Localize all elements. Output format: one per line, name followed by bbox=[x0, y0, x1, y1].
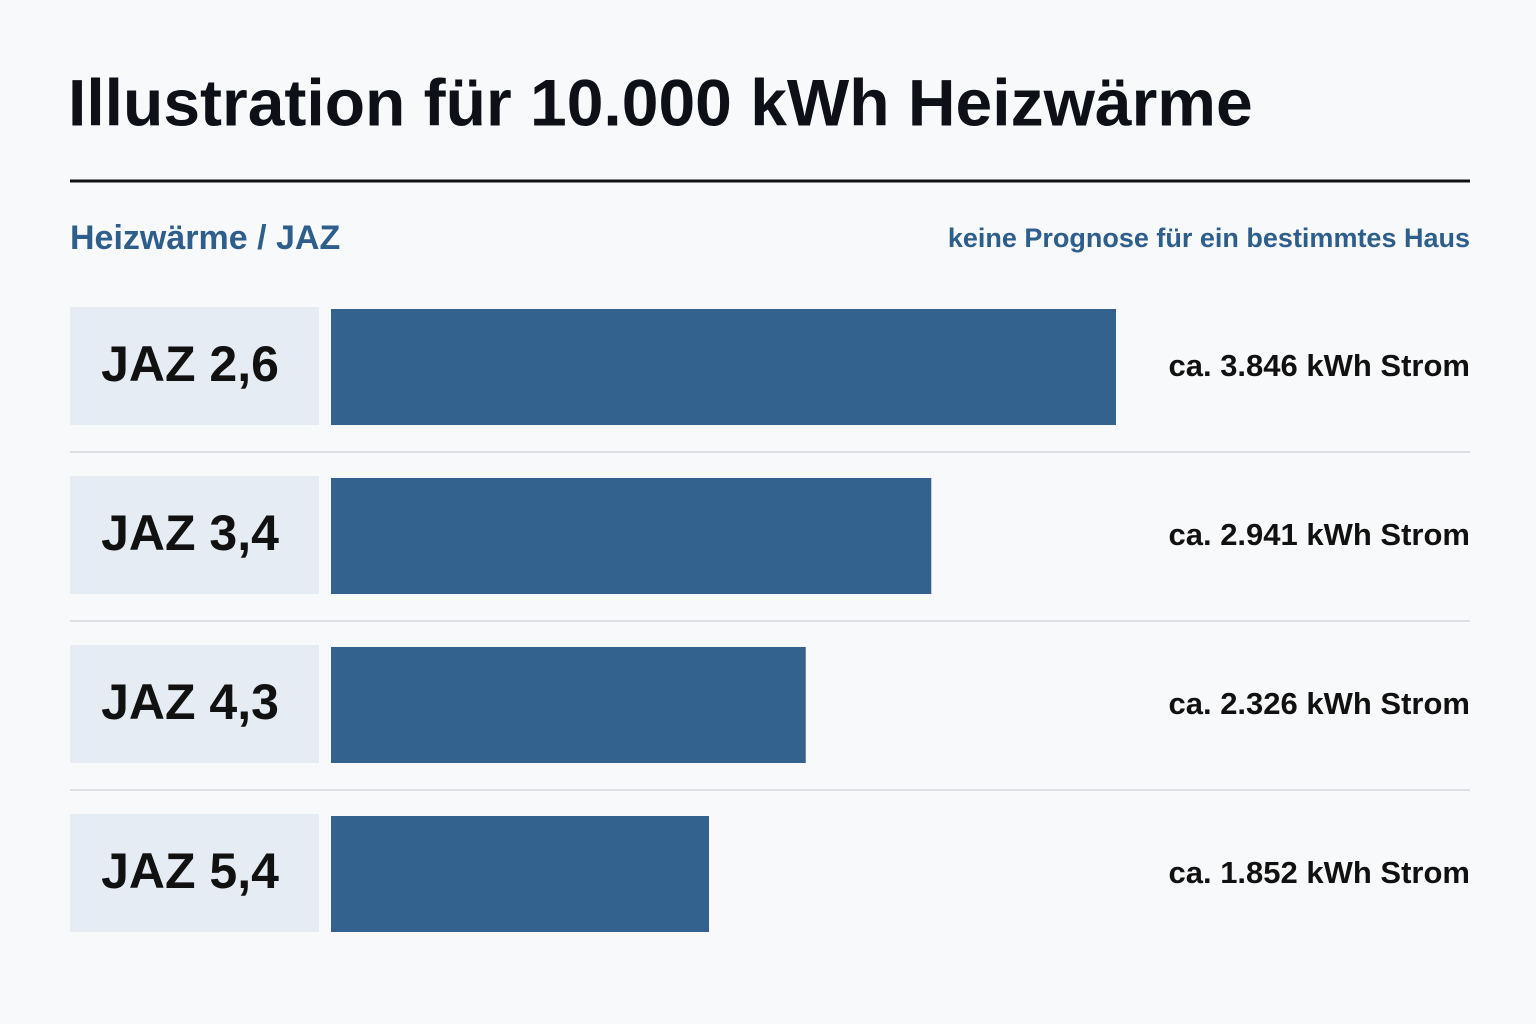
bar bbox=[331, 816, 710, 932]
category-box bbox=[70, 307, 319, 425]
chart-title: Illustration für 10.000 kWh Heizwärme bbox=[68, 65, 1253, 139]
value-label: ca. 2.326 kWh Strom bbox=[1168, 686, 1470, 721]
category-label: JAZ 2,6 bbox=[101, 336, 279, 392]
value-label: ca. 2.941 kWh Strom bbox=[1168, 517, 1470, 552]
category-box bbox=[70, 476, 319, 594]
bar bbox=[331, 478, 932, 594]
value-label: ca. 1.852 kWh Strom bbox=[1168, 855, 1470, 890]
bar bbox=[331, 647, 806, 763]
category-label: JAZ 4,3 bbox=[101, 674, 279, 730]
chart-subtitle: Heizwärme / JAZ bbox=[70, 219, 340, 257]
value-label: ca. 3.846 kWh Strom bbox=[1168, 348, 1470, 383]
category-label: JAZ 5,4 bbox=[101, 843, 279, 899]
bar bbox=[331, 309, 1116, 425]
category-box bbox=[70, 645, 319, 763]
category-box bbox=[70, 814, 319, 932]
annotation: keine Prognose für ein bestimmtes Haus bbox=[948, 223, 1470, 253]
category-label: JAZ 3,4 bbox=[101, 505, 279, 561]
